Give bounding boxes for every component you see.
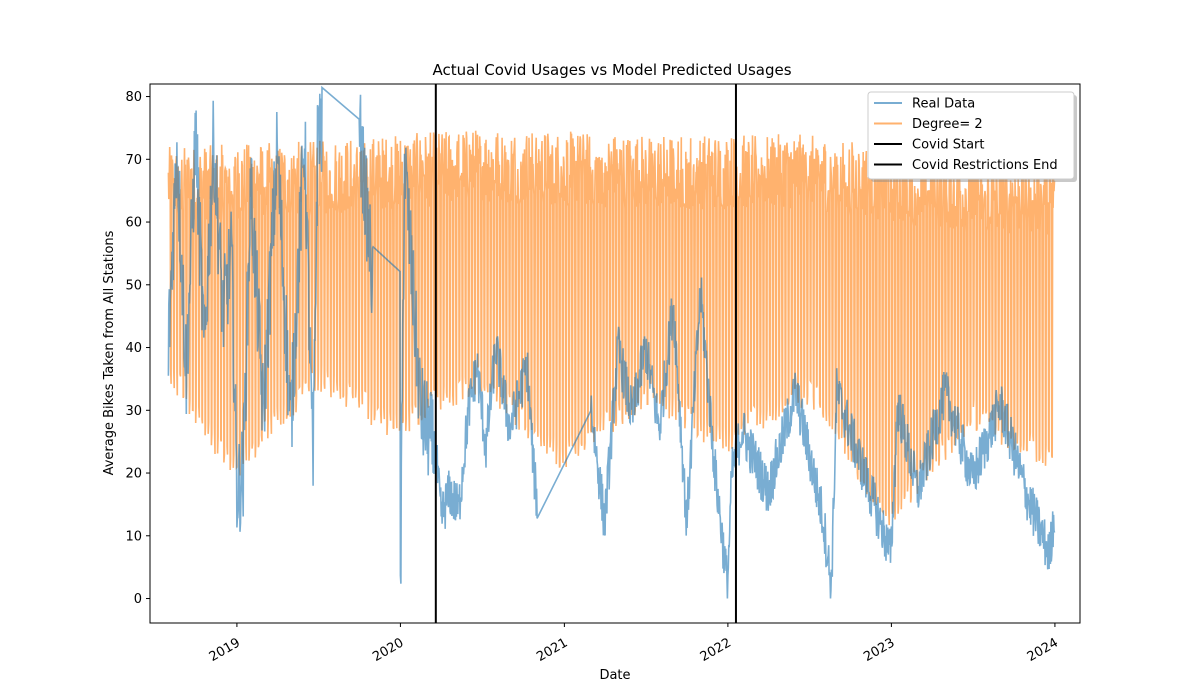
x-axis: 2019 2020 2021 2022 2023 2024 [207, 623, 1061, 665]
series-real-data-line [167, 85, 1056, 599]
legend-label: Covid Restrictions End [912, 158, 1058, 173]
x-tick-label: 2019 [207, 635, 243, 665]
x-tick-label: 2021 [534, 635, 570, 665]
legend-box [867, 91, 1075, 180]
legend-label: Degree= 2 [912, 117, 983, 132]
legend: Real Data Degree= 2 Covid Start Covid Restr… [867, 91, 1077, 182]
x-tick-label: 2023 [861, 635, 897, 665]
chart-title: Actual Covid Usages vs Model Predicted U… [432, 61, 791, 79]
y-tick-label: 30 [125, 404, 142, 419]
y-tick-label: 80 [125, 90, 142, 105]
x-tick-label: 2024 [1025, 635, 1061, 665]
x-axis-label: Date [599, 668, 630, 683]
x-tick-label: 2022 [698, 635, 734, 665]
legend-label: Real Data [912, 97, 975, 112]
y-tick-label: 50 [125, 278, 142, 293]
y-tick-label: 0 [134, 592, 142, 607]
y-tick-label: 10 [125, 529, 142, 544]
x-tick-label: 2020 [370, 635, 406, 665]
y-axis-label: Average Bikes Taken from All Stations [102, 230, 117, 475]
legend-label: Covid Start [912, 138, 984, 153]
plot-frame [149, 83, 1081, 624]
y-tick-label: 60 [125, 216, 142, 231]
y-axis: 0 10 20 30 40 50 60 70 80 [125, 90, 150, 607]
y-tick-label: 20 [125, 467, 142, 482]
y-tick-label: 40 [125, 341, 142, 356]
y-tick-label: 70 [125, 153, 142, 168]
